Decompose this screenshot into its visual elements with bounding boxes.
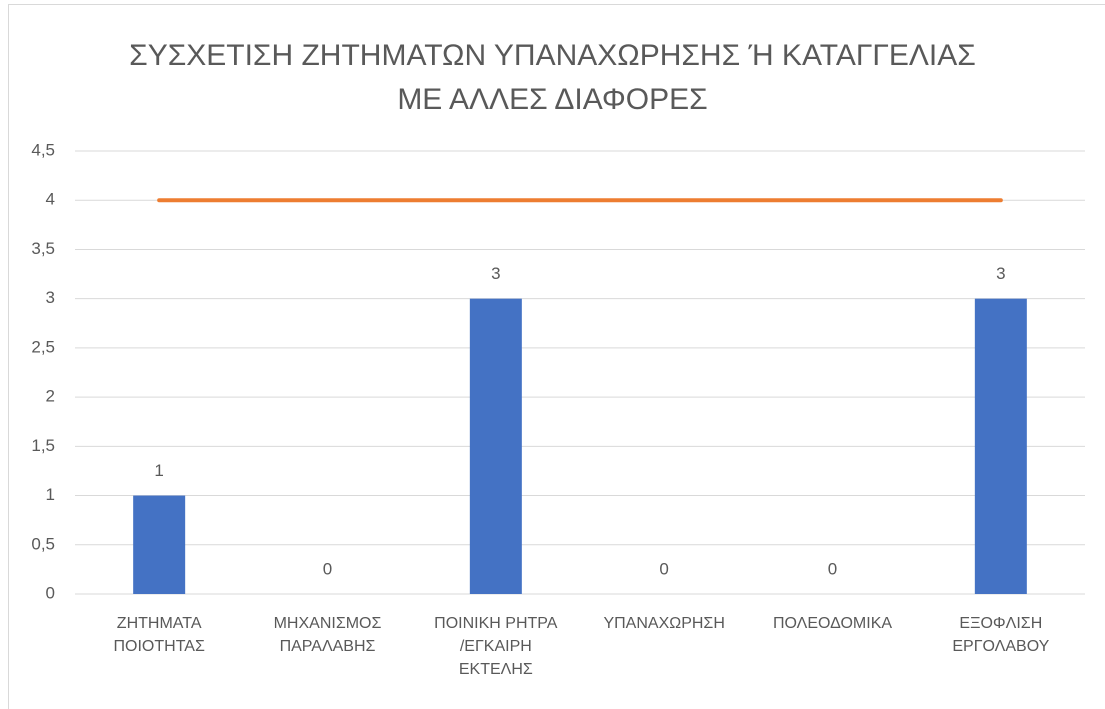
data-label: 3 (491, 264, 500, 283)
x-tick-label: ΕΞΟΦΛΙΣΗ ΕΡΓΟΛΑΒΟΥ (952, 615, 1050, 655)
data-label: 0 (828, 559, 837, 578)
chart-border (8, 4, 1105, 709)
y-tick-label: 1,5 (31, 436, 55, 455)
y-tick-label: 3,5 (31, 239, 55, 258)
y-tick-label: 2 (46, 387, 55, 406)
data-label: 0 (659, 559, 668, 578)
data-label: 0 (323, 559, 332, 578)
y-tick-label: 1 (46, 485, 55, 504)
y-tick-label: 2,5 (31, 337, 55, 356)
y-tick-label: 3 (46, 288, 55, 307)
data-label: 3 (996, 264, 1005, 283)
chart-title: ΣΥΣΧΕΤΙΣΗ ΖΗΤΗΜΑΤΩΝ ΥΠΑΝΑΧΩΡΗΣΗΣ Ή ΚΑΤΑΓ… (129, 39, 976, 116)
bar (974, 298, 1027, 594)
y-tick-label: 4 (46, 190, 55, 209)
bar (469, 298, 522, 594)
x-tick-label: ΜΗΧΑΝΙΣΜΟΣ ΠΑΡΑΛΑΒΗΣ (273, 615, 382, 655)
x-tick-label: ΥΠΑΝΑΧΩΡΗΣΗ (603, 615, 725, 632)
bar (133, 495, 186, 594)
y-tick-label: 0 (46, 583, 55, 602)
x-tick-label: ΠΟΙΝΙΚΗ ΡΗΤΡΑ /ΕΓΚΑΙΡΗ ΕΚΤΕΛΗΣ (434, 615, 558, 678)
data-label: 1 (154, 461, 163, 480)
x-tick-label: ΖΗΤΗΜΑΤΑ ΠΟΙΟΤΗΤΑΣ (113, 615, 205, 655)
x-tick-label: ΠΟΛΕΟΔΟΜΙΚΑ (772, 615, 893, 632)
y-tick-label: 0,5 (31, 534, 55, 553)
y-tick-label: 4,5 (31, 140, 55, 159)
